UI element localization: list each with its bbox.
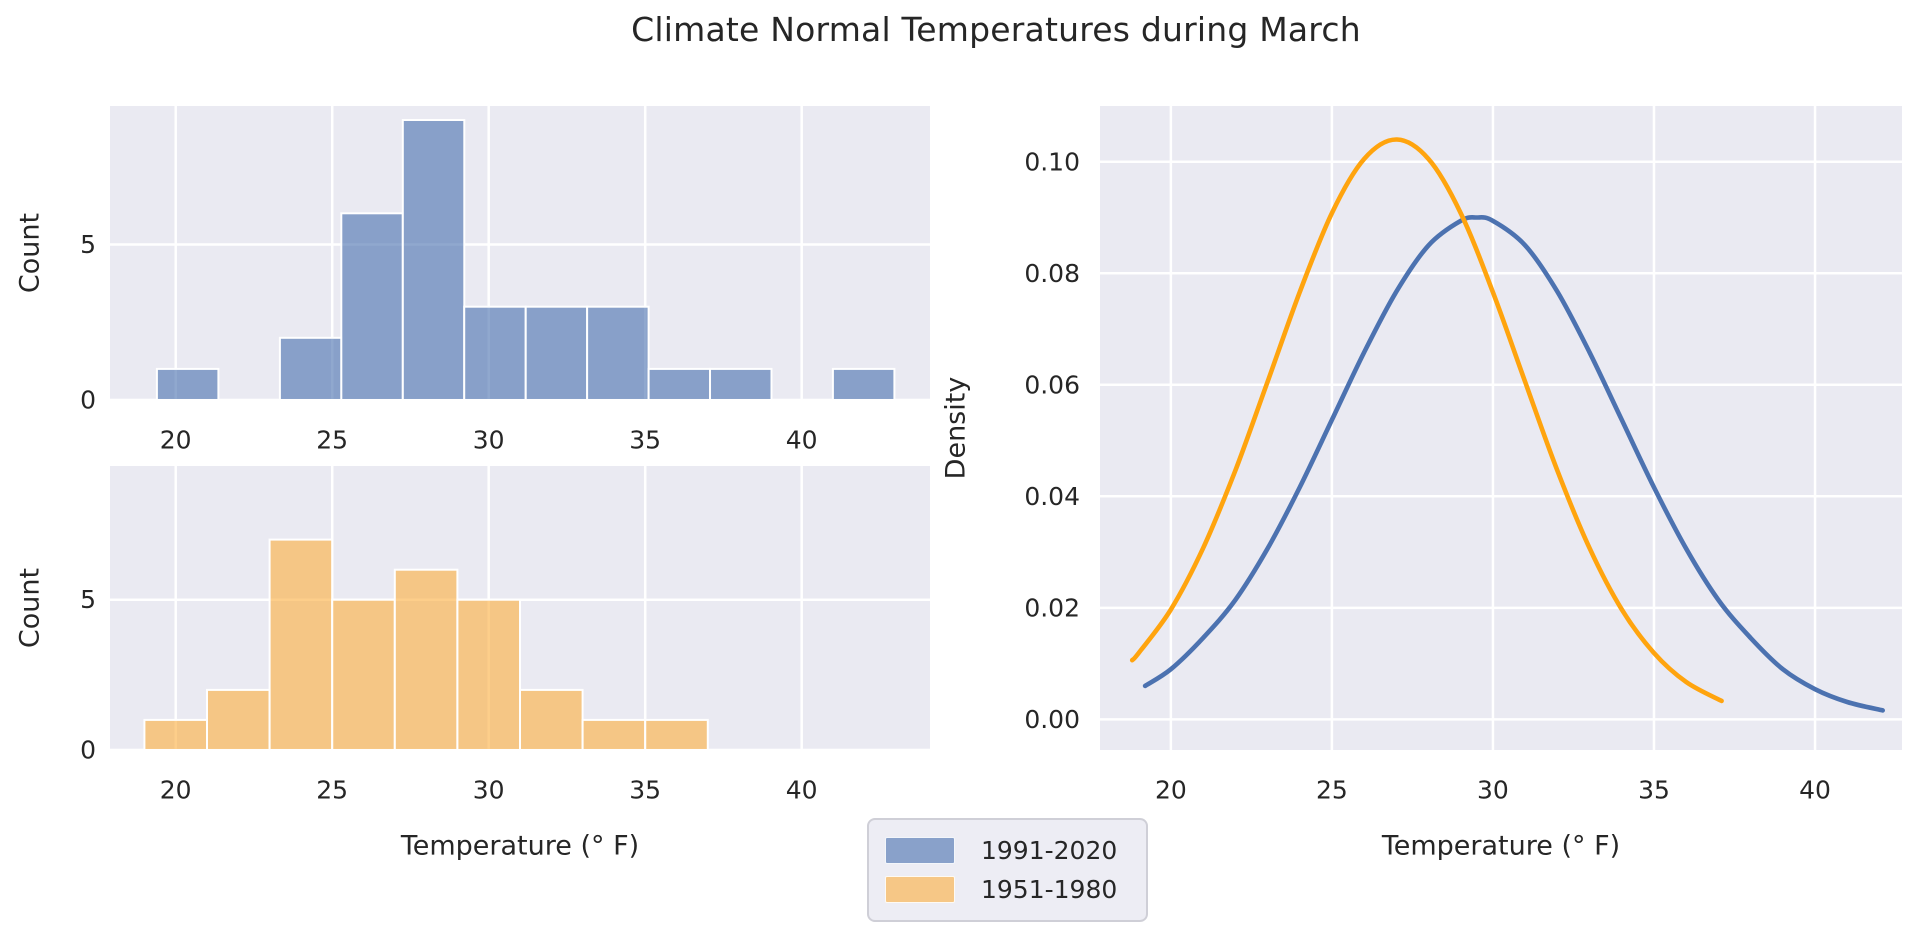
- y-tick-label: 0.06: [1024, 370, 1080, 399]
- kde-curve-1951-1980: [1129, 137, 1724, 704]
- y-tick-label: 5: [80, 585, 96, 614]
- x-tick-label: 30: [473, 426, 505, 455]
- x-tick-label: 30: [1477, 776, 1509, 805]
- y-axis-label: Density: [941, 377, 972, 480]
- legend-swatch-orange: [885, 876, 955, 903]
- x-tick-label: 35: [629, 426, 661, 455]
- y-tick-label: 0.00: [1024, 705, 1080, 734]
- x-tick-label: 40: [786, 776, 818, 805]
- x-tick-label: 25: [316, 426, 348, 455]
- x-tick-label: 25: [1316, 776, 1348, 805]
- kde-curve-1991-2020: [1142, 215, 1885, 713]
- y-tick-label: 0.10: [1024, 147, 1080, 176]
- histogram-bar: [586, 305, 650, 402]
- histogram-bar: [155, 367, 220, 401]
- figure-title: Climate Normal Temperatures during March: [631, 10, 1361, 49]
- histogram-bar: [268, 538, 334, 751]
- x-tick-label: 20: [160, 426, 192, 455]
- histogram-bar: [340, 212, 404, 401]
- legend-item-1951-1980: 1951-1980: [885, 876, 1130, 903]
- x-axis-label: Temperature (° F): [1381, 831, 1620, 862]
- histogram-bar: [519, 688, 584, 752]
- y-axis-label: Count: [15, 213, 46, 293]
- histogram-bar: [831, 367, 896, 401]
- histogram-bar: [524, 305, 589, 402]
- x-tick-label: 35: [629, 776, 661, 805]
- y-tick-label: 0.08: [1024, 259, 1080, 288]
- histogram-bar: [709, 367, 773, 401]
- y-tick-label: 0.02: [1024, 593, 1080, 622]
- x-tick-label: 40: [1799, 776, 1831, 805]
- histogram-bar: [331, 598, 396, 752]
- x-tick-label: 20: [1155, 776, 1187, 805]
- x-tick-label: 30: [473, 776, 505, 805]
- histogram-bar: [463, 305, 527, 402]
- x-axis-label: Temperature (° F): [400, 831, 639, 862]
- legend: 1991-2020 1951-1980: [867, 818, 1148, 922]
- y-tick-label: 0.04: [1024, 482, 1080, 511]
- x-tick-label: 25: [316, 776, 348, 805]
- histogram-bar: [456, 598, 521, 752]
- y-tick-label: 5: [80, 230, 96, 259]
- y-axis-label: Count: [15, 568, 46, 648]
- x-tick-label: 40: [786, 426, 818, 455]
- x-tick-label: 35: [1638, 776, 1670, 805]
- histogram-bar: [401, 119, 466, 401]
- legend-item-1991-2020: 1991-2020: [885, 837, 1130, 864]
- legend-label: 1991-2020: [981, 836, 1118, 865]
- y-tick-label: 0: [80, 736, 96, 765]
- y-tick-label: 0: [80, 386, 96, 415]
- histogram-bar: [644, 718, 709, 752]
- legend-swatch-blue: [885, 837, 955, 864]
- histogram-bar: [581, 718, 647, 752]
- plot-area: [1100, 106, 1902, 750]
- histogram-bar: [278, 336, 343, 401]
- x-tick-label: 20: [160, 776, 192, 805]
- legend-label: 1951-1980: [981, 875, 1118, 904]
- histogram-bar: [143, 718, 208, 752]
